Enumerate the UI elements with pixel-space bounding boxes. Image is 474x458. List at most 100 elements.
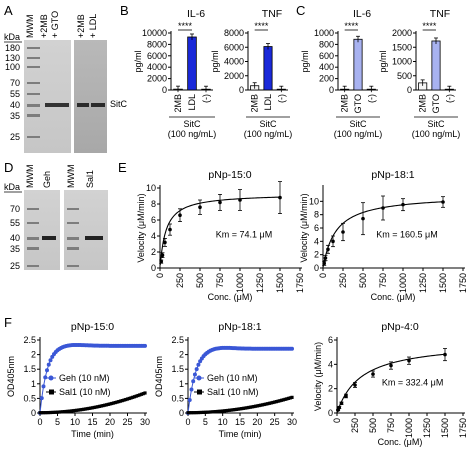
series-point [273, 400, 277, 404]
y-tick-label: 0 [407, 85, 412, 95]
y-tick-label: 6 [151, 215, 156, 225]
series-point [71, 409, 75, 413]
y-tick-label: 2000 [224, 71, 244, 81]
series-point [274, 400, 278, 404]
x-tick-label: 250 [338, 273, 348, 288]
chart-f-pnp15-time: 0 0.5 1 1.5 2 2.5 0 5 10 15 20 25 30 OD405nm Time (min… [6, 321, 150, 439]
y-tick-label: 10000 [142, 28, 167, 38]
y-tick-label: 10 [309, 196, 319, 206]
chart-title: pNp-15:0 [208, 169, 251, 181]
series-point [257, 403, 261, 408]
series-point [269, 401, 273, 405]
x-tick-label: 1000 [404, 418, 414, 438]
series-point [259, 403, 263, 407]
series-point [43, 411, 47, 415]
x-tick-label: 25 [122, 417, 132, 427]
y-tick-label: 10 [146, 183, 156, 193]
series-point [64, 409, 68, 414]
category-label: (-) [201, 94, 211, 103]
y-tick-label: 6 [328, 335, 333, 345]
x-tick-label: 250 [175, 273, 185, 288]
data-point [163, 240, 167, 245]
y-tick-label: 400 [319, 62, 334, 72]
category-label: 2MB [418, 94, 428, 113]
footer-label: SitC [427, 119, 445, 129]
series-point [45, 368, 49, 373]
x-tick-label: 20 [252, 417, 262, 427]
bar-GTO [353, 38, 363, 91]
series-point [113, 400, 117, 405]
y-tick-label: 8000 [224, 28, 244, 38]
y-tick-label: 1 [31, 379, 36, 389]
y-tick-label: 1000 [314, 28, 334, 38]
chart-c-tnf: 0 500 1000 1500 2000 pg/ml TNF 2MB GTO (-) **** Sit… [378, 8, 460, 139]
series-point [92, 405, 96, 410]
series-point [57, 410, 61, 414]
footer-label: SitC [349, 119, 367, 129]
gel-d-band-sal1 [85, 236, 103, 240]
gel-a-ladder-55: 55 [10, 89, 20, 99]
gel-d-lane-sal1: Sal1 [85, 170, 95, 188]
data-point [407, 358, 411, 363]
y-axis-label: Velocity (μM/min) [136, 193, 146, 262]
series-point [192, 372, 197, 377]
series-point [205, 410, 209, 414]
series-point [46, 362, 51, 367]
series-point [245, 406, 249, 410]
gel-d-ladder-55: 55 [10, 218, 20, 228]
series-point [264, 402, 268, 406]
gel-a-band-ldl [91, 103, 105, 107]
category-label: GTO [431, 94, 441, 113]
data-point [331, 239, 335, 244]
chart-title: pNp-18:1 [371, 169, 414, 181]
footer-label: SitC [183, 119, 201, 129]
y-tick-label: 4 [314, 236, 319, 246]
gel-a-band-gto [45, 103, 69, 107]
series-point [131, 395, 135, 399]
series-point [198, 410, 202, 415]
series-point [73, 408, 77, 413]
footer-sub-label: (100 ng/mL) [334, 129, 383, 139]
series-point [271, 400, 275, 405]
y-tick-label: 1000 [392, 57, 412, 67]
x-tick-label: 1750 [458, 418, 468, 438]
y-axis-label: OD405nm [6, 356, 16, 397]
gel-a-ladder-25: 25 [10, 132, 20, 142]
panel-label-d: D [4, 160, 13, 175]
series-point [120, 399, 124, 403]
gel-d: kDa 70 55 40 35 25 MWM Geh MWM Sal1 [4, 165, 108, 271]
series-point [193, 411, 197, 415]
series-point [138, 393, 142, 397]
series-point [288, 396, 292, 400]
y-tick-label: 4 [328, 359, 333, 369]
panel-label-b: B [120, 3, 129, 18]
data-point [278, 195, 282, 200]
gel-d-ladder-25: 25 [10, 261, 20, 271]
series-point [143, 391, 147, 395]
x-tick-label: 15 [235, 417, 245, 427]
chart-title: IL-6 [353, 8, 371, 20]
series-point [82, 407, 86, 411]
series-point [101, 404, 105, 408]
data-point [178, 213, 182, 217]
series-point [207, 410, 211, 414]
legend-marker [48, 375, 54, 381]
chart-title: pNp-18:1 [218, 321, 261, 333]
series-point [255, 404, 259, 408]
data-point [341, 230, 345, 234]
x-tick-label: 1500 [440, 418, 450, 438]
data-point [381, 206, 385, 210]
series-point [241, 406, 246, 410]
series-point [43, 375, 48, 380]
chart-b-tnf: 0 2000 4000 6000 8000 pg/ml TNF 2MB LDL (-) **** Si… [210, 8, 292, 139]
legend-label: Sal1 (10 nM) [59, 387, 111, 397]
y-tick-label: 2.5 [23, 335, 36, 345]
y-tick-label: 0 [328, 408, 333, 418]
gel-a: kDa SitC [4, 11, 128, 153]
series-point [189, 411, 194, 415]
gel-d-left-image [24, 190, 60, 270]
series-point [48, 410, 53, 415]
y-tick-label: 0 [151, 263, 156, 273]
series-point [129, 396, 133, 400]
